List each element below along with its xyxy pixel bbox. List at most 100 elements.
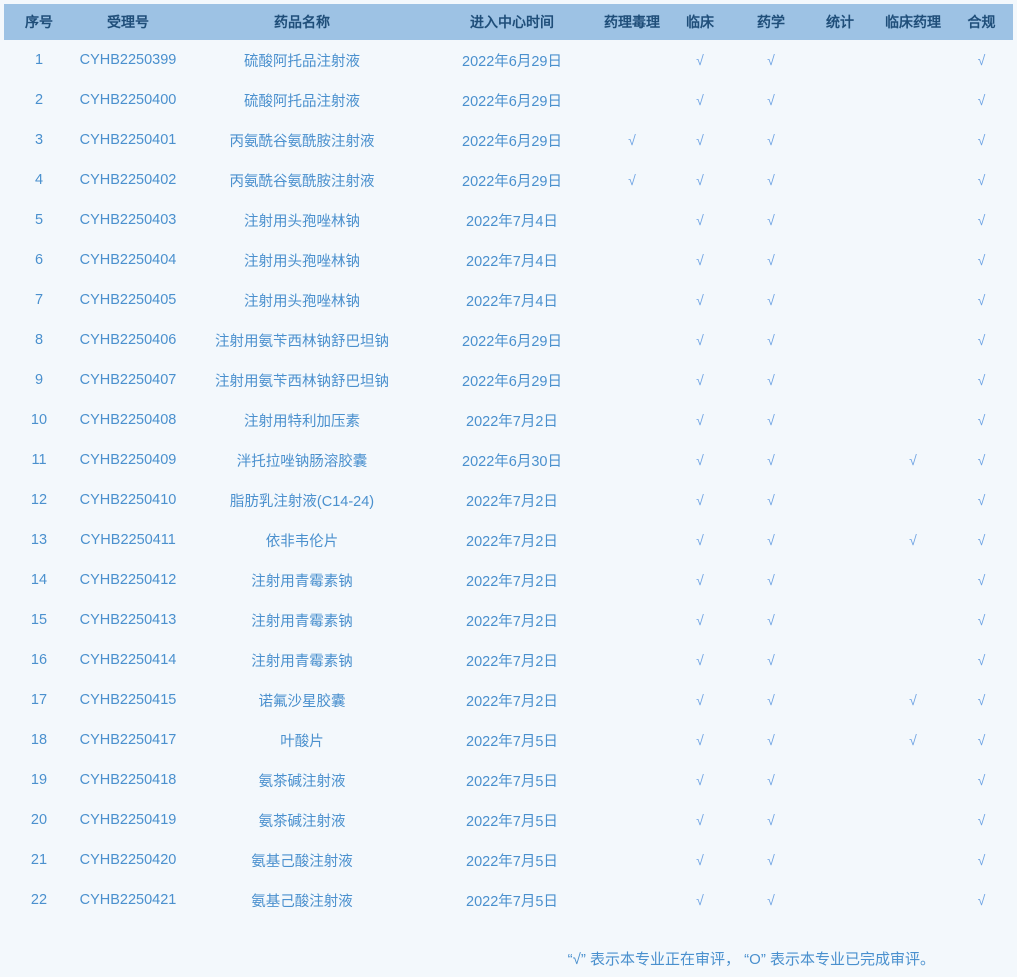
cell-check-pharmacy: √ (738, 120, 804, 160)
cell-check-pharmtox (602, 880, 662, 920)
cell-check-statistics (804, 480, 876, 520)
cell-check-pharmtox (602, 360, 662, 400)
cell-seq: 6 (4, 240, 74, 280)
cell-check-clinpharm (876, 840, 950, 880)
cell-drug-name: 氨茶碱注射液 (182, 800, 422, 840)
cell-check-pharmtox (602, 320, 662, 360)
cell-check-compliance: √ (950, 800, 1013, 840)
cell-seq: 4 (4, 160, 74, 200)
cell-drug-name: 泮托拉唑钠肠溶胶囊 (182, 440, 422, 480)
cell-drug-name: 注射用特利加压素 (182, 400, 422, 440)
table-row: 14 CYHB2250412 注射用青霉素钠 2022年7月2日 √ √ √ (4, 560, 1013, 600)
cell-acceptance-no: CYHB2250411 (74, 520, 182, 560)
column-header-statistics: 统计 (804, 4, 876, 40)
cell-check-statistics (804, 440, 876, 480)
cell-check-pharmtox (602, 520, 662, 560)
cell-check-clinpharm (876, 640, 950, 680)
cell-drug-name: 注射用青霉素钠 (182, 600, 422, 640)
cell-check-pharmacy: √ (738, 480, 804, 520)
cell-check-compliance: √ (950, 640, 1013, 680)
cell-entry-date: 2022年7月2日 (422, 680, 602, 720)
cell-seq: 17 (4, 680, 74, 720)
cell-check-clinpharm: √ (876, 720, 950, 760)
column-header-acceptance-no: 受理号 (74, 4, 182, 40)
cell-check-clinical: √ (662, 840, 738, 880)
cell-check-pharmacy: √ (738, 760, 804, 800)
cell-seq: 22 (4, 880, 74, 920)
cell-check-statistics (804, 40, 876, 80)
column-header-entry-date: 进入中心时间 (422, 4, 602, 40)
cell-seq: 11 (4, 440, 74, 480)
cell-entry-date: 2022年7月4日 (422, 280, 602, 320)
cell-seq: 3 (4, 120, 74, 160)
cell-check-clinpharm (876, 880, 950, 920)
cell-check-compliance: √ (950, 720, 1013, 760)
table-row: 7 CYHB2250405 注射用头孢唑林钠 2022年7月4日 √ √ √ (4, 280, 1013, 320)
cell-acceptance-no: CYHB2250406 (74, 320, 182, 360)
cell-check-statistics (804, 200, 876, 240)
cell-entry-date: 2022年7月4日 (422, 240, 602, 280)
cell-check-pharmacy: √ (738, 840, 804, 880)
cell-entry-date: 2022年6月29日 (422, 120, 602, 160)
cell-check-statistics (804, 600, 876, 640)
cell-check-compliance: √ (950, 560, 1013, 600)
cell-acceptance-no: CYHB2250420 (74, 840, 182, 880)
cell-entry-date: 2022年7月2日 (422, 480, 602, 520)
cell-check-statistics (804, 240, 876, 280)
cell-check-pharmtox (602, 200, 662, 240)
cell-seq: 13 (4, 520, 74, 560)
cell-check-clinpharm (876, 360, 950, 400)
cell-check-pharmtox (602, 640, 662, 680)
cell-drug-name: 氨基己酸注射液 (182, 880, 422, 920)
cell-entry-date: 2022年7月2日 (422, 520, 602, 560)
table-row: 2 CYHB2250400 硫酸阿托品注射液 2022年6月29日 √ √ √ (4, 80, 1013, 120)
cell-seq: 20 (4, 800, 74, 840)
cell-check-clinical: √ (662, 440, 738, 480)
cell-entry-date: 2022年6月29日 (422, 80, 602, 120)
cell-drug-name: 注射用氨苄西林钠舒巴坦钠 (182, 320, 422, 360)
cell-drug-name: 诺氟沙星胶囊 (182, 680, 422, 720)
cell-acceptance-no: CYHB2250413 (74, 600, 182, 640)
cell-check-clinpharm: √ (876, 520, 950, 560)
cell-seq: 5 (4, 200, 74, 240)
cell-check-pharmacy: √ (738, 560, 804, 600)
cell-check-pharmacy: √ (738, 40, 804, 80)
cell-check-statistics (804, 760, 876, 800)
cell-check-pharmacy: √ (738, 440, 804, 480)
cell-check-statistics (804, 680, 876, 720)
cell-check-clinical: √ (662, 480, 738, 520)
cell-seq: 10 (4, 400, 74, 440)
cell-check-clinpharm (876, 80, 950, 120)
cell-check-clinpharm (876, 560, 950, 600)
column-header-clinical: 临床 (662, 4, 738, 40)
cell-check-pharmtox (602, 800, 662, 840)
cell-check-statistics (804, 280, 876, 320)
table-body: 1 CYHB2250399 硫酸阿托品注射液 2022年6月29日 √ √ √ 2 CYHB22… (4, 40, 1013, 920)
cell-drug-name: 氨基己酸注射液 (182, 840, 422, 880)
cell-drug-name: 注射用头孢唑林钠 (182, 280, 422, 320)
cell-acceptance-no: CYHB2250421 (74, 880, 182, 920)
cell-check-pharmacy: √ (738, 640, 804, 680)
cell-check-compliance: √ (950, 480, 1013, 520)
cell-check-pharmacy: √ (738, 400, 804, 440)
cell-check-clinical: √ (662, 800, 738, 840)
cell-check-pharmtox (602, 680, 662, 720)
table-row: 4 CYHB2250402 丙氨酰谷氨酰胺注射液 2022年6月29日 √ √ √ √ (4, 160, 1013, 200)
cell-check-pharmacy: √ (738, 520, 804, 560)
column-header-drug-name: 药品名称 (182, 4, 422, 40)
cell-entry-date: 2022年7月2日 (422, 560, 602, 600)
cell-seq: 9 (4, 360, 74, 400)
cell-seq: 12 (4, 480, 74, 520)
cell-entry-date: 2022年6月29日 (422, 160, 602, 200)
cell-seq: 1 (4, 40, 74, 80)
cell-check-pharmtox (602, 240, 662, 280)
cell-check-pharmacy: √ (738, 160, 804, 200)
cell-check-statistics (804, 80, 876, 120)
cell-check-pharmtox (602, 40, 662, 80)
cell-check-clinical: √ (662, 40, 738, 80)
column-header-clinpharm: 临床药理 (876, 4, 950, 40)
cell-seq: 15 (4, 600, 74, 640)
cell-drug-name: 注射用头孢唑林钠 (182, 200, 422, 240)
cell-check-clinpharm (876, 400, 950, 440)
